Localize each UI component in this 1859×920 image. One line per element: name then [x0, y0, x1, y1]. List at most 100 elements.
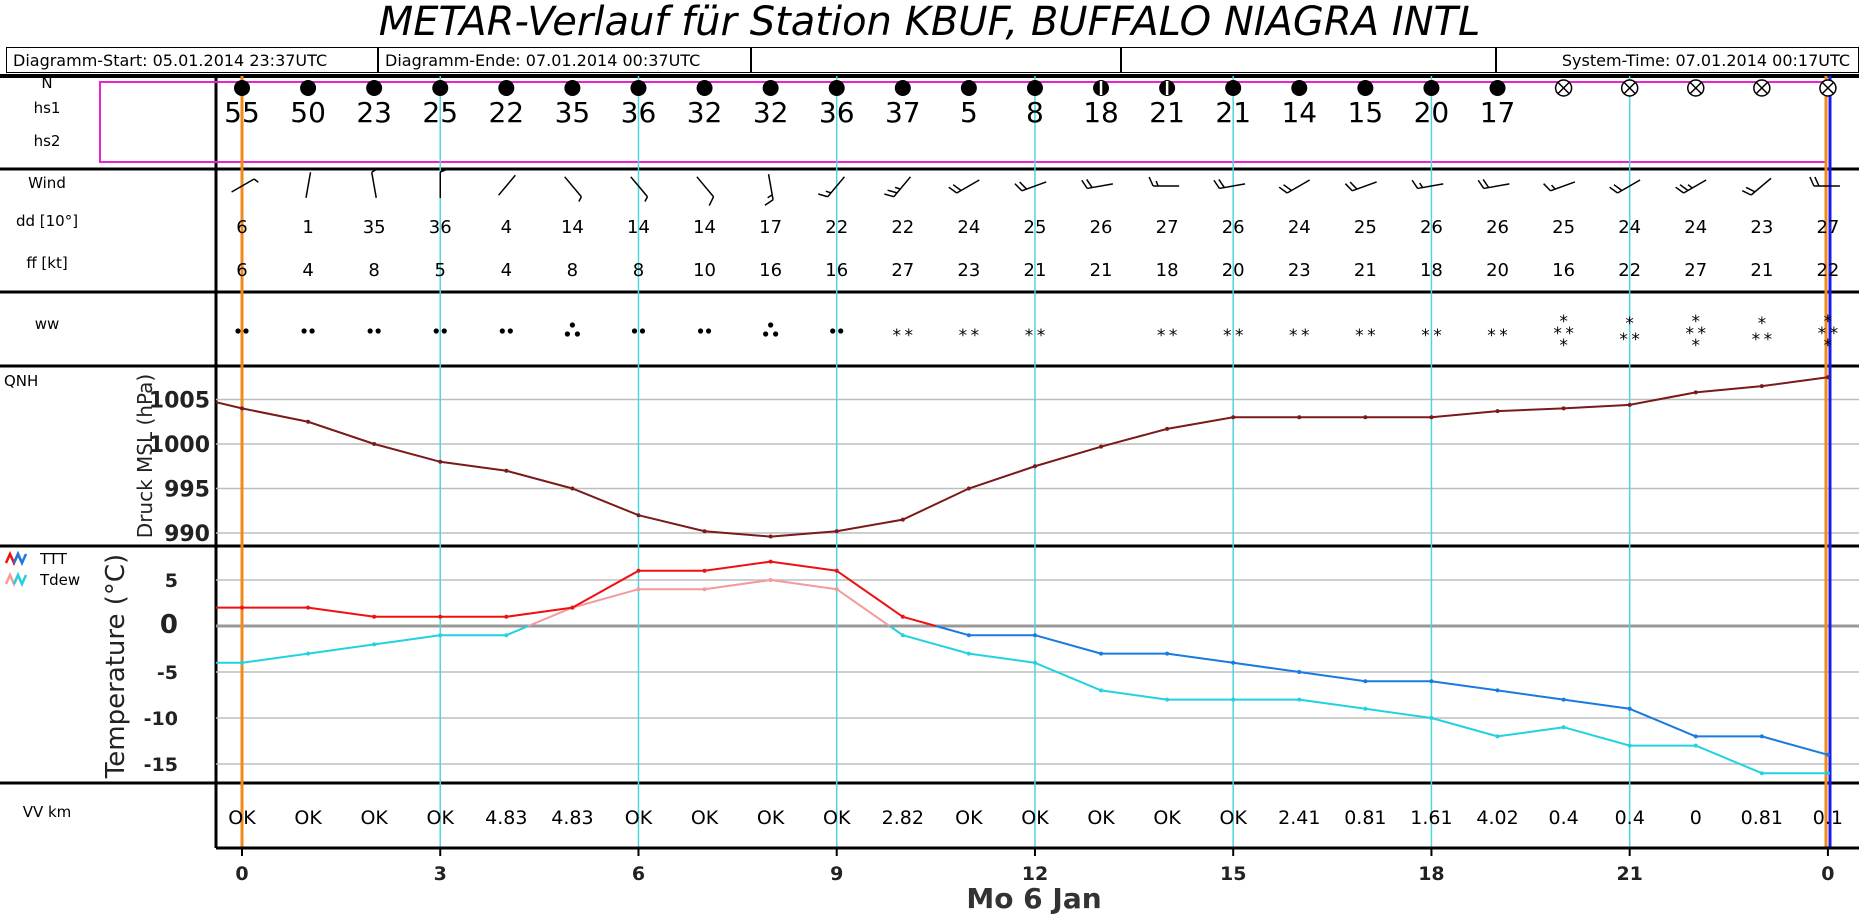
- ttt-segment-13: [1034, 634, 1102, 655]
- wind-ff-value-0: 6: [236, 260, 247, 281]
- wind-barb-full: [1675, 186, 1685, 194]
- weather-symbol-0: [235, 328, 249, 334]
- cloud-symbol-9: [828, 80, 845, 96]
- tdew-segment-20: [1497, 726, 1564, 738]
- label-hs1: hs1: [34, 99, 61, 117]
- wind-barb-full: [887, 189, 898, 194]
- cloud-symbol-14: [1159, 80, 1176, 96]
- cloud-overcast-mark: [234, 80, 250, 96]
- header-empty-cell-1: [751, 47, 1121, 73]
- weather-symbol-21: ** *: [1619, 314, 1640, 350]
- tdew-segment-14: [1100, 689, 1168, 701]
- wind-barb-shaft: [1750, 177, 1772, 196]
- x-axis-date-label: Mo 6 Jan: [966, 882, 1101, 915]
- temperature-axis-title: Temperature (°C): [101, 554, 131, 779]
- ttt-point-0: [240, 605, 244, 610]
- wind-barb-10: [884, 176, 912, 198]
- tdew-segment-6: [572, 588, 639, 609]
- wind-dd-value-2: 35: [363, 217, 386, 238]
- visibility-value-15: OK: [1219, 807, 1247, 829]
- wind-barb-full: [1741, 190, 1752, 196]
- visibility-value-13: OK: [1087, 807, 1115, 829]
- wind-barb-18: [1411, 179, 1444, 190]
- ttt-point-20: [1561, 697, 1566, 702]
- wind-barb-shaft: [231, 178, 255, 193]
- drizzle-dot: [574, 331, 581, 337]
- visibility-value-1: OK: [294, 807, 322, 829]
- tdew-segment-11: [902, 634, 970, 655]
- cloud-overcast-mark: [894, 80, 911, 96]
- hs1-value-5: 35: [555, 96, 591, 129]
- diagram-end: Diagramm-Ende: 07.01.2014 00:37UTC: [378, 47, 751, 73]
- snow-star: *: [1289, 326, 1298, 346]
- wind-dd-value-5: 14: [561, 217, 584, 238]
- drizzle-dot: [367, 328, 373, 334]
- visibility-value-2: OK: [360, 807, 388, 829]
- drizzle-dot: [631, 328, 638, 334]
- ttt-segment-17: [1299, 671, 1366, 683]
- tdew-point-17: [1363, 706, 1368, 711]
- wind-ff-value-19: 20: [1486, 260, 1509, 281]
- cloud-obscured-x2: [1821, 81, 1834, 95]
- visibility-value-4: 4.83: [485, 807, 527, 829]
- weather-symbol-15: * *: [1223, 326, 1244, 346]
- wind-ff-value-4: 4: [501, 260, 512, 281]
- wind-ff-value-6: 8: [633, 260, 644, 281]
- wind-barb-full: [1679, 184, 1689, 192]
- snow-star: *: [1565, 324, 1574, 344]
- cloud-overcast-mark: [828, 80, 845, 96]
- wind-ff-value-1: 4: [302, 260, 313, 281]
- visibility-value-0: OK: [228, 807, 256, 829]
- wind-barb-full: [1477, 179, 1485, 189]
- cloud-symbol-24: [1819, 79, 1837, 97]
- wind-barb-full: [1349, 181, 1358, 190]
- hs1-value-6: 36: [621, 96, 657, 129]
- wind-dd-value-13: 26: [1090, 217, 1113, 238]
- pressure-point-13: [1099, 444, 1104, 449]
- hs1-value-17: 15: [1348, 96, 1384, 129]
- tdew-segment-3: [374, 634, 441, 646]
- wind-ff-value-8: 16: [759, 260, 782, 281]
- tdew-point-10: [900, 633, 905, 638]
- wind-ff-value-20: 16: [1552, 260, 1575, 281]
- x-tick-label-7: 21: [1616, 863, 1642, 885]
- pressure-point-9: [834, 529, 839, 534]
- drizzle-dot: [697, 328, 704, 334]
- drizzle-dot: [507, 328, 513, 334]
- cloud-symbol-21: [1620, 79, 1639, 97]
- snow-star: *: [1157, 326, 1166, 346]
- wind-barb-15: [1213, 178, 1246, 190]
- drizzle-dot: [705, 328, 712, 334]
- wind-dd-value-0: 6: [236, 217, 247, 238]
- snow-star: *: [1559, 336, 1568, 356]
- drizzle-dot: [838, 328, 844, 334]
- drizzle-dot: [569, 322, 576, 328]
- drizzle-dot: [763, 331, 769, 337]
- snow-star: *: [1625, 314, 1634, 334]
- cloud-obscured-x2: [1689, 81, 1702, 95]
- drizzle-dot: [768, 322, 774, 328]
- visibility-value-10: 2.82: [882, 807, 924, 829]
- wind-barb-half: [578, 196, 583, 202]
- visibility-value-7: OK: [691, 807, 719, 829]
- wind-barb-full: [1283, 184, 1292, 192]
- drizzle-dot: [564, 331, 571, 337]
- wind-barb-full: [1213, 179, 1221, 189]
- wind-ff-value-21: 22: [1618, 260, 1641, 281]
- wind-dd-value-14: 27: [1156, 217, 1179, 238]
- wind-barb-20: [1543, 181, 1576, 192]
- wind-barb-0: [231, 178, 259, 193]
- ttt-segment-6: [571, 569, 639, 609]
- temperature-tick-4: -15: [144, 754, 178, 776]
- wind-barb-shaft: [893, 176, 912, 198]
- wind-barb-8: [764, 174, 774, 206]
- drizzle-dot: [433, 328, 439, 334]
- cloud-overcast-mark: [564, 80, 581, 96]
- snow-star: *: [1818, 324, 1827, 344]
- tdew-point-2: [372, 642, 377, 647]
- wind-barb-half: [1550, 184, 1556, 190]
- pressure-point-17: [1363, 415, 1368, 420]
- snow-star: *: [1824, 312, 1833, 332]
- ttt-point-13: [1099, 651, 1104, 656]
- tdew-segment-12: [968, 652, 1036, 664]
